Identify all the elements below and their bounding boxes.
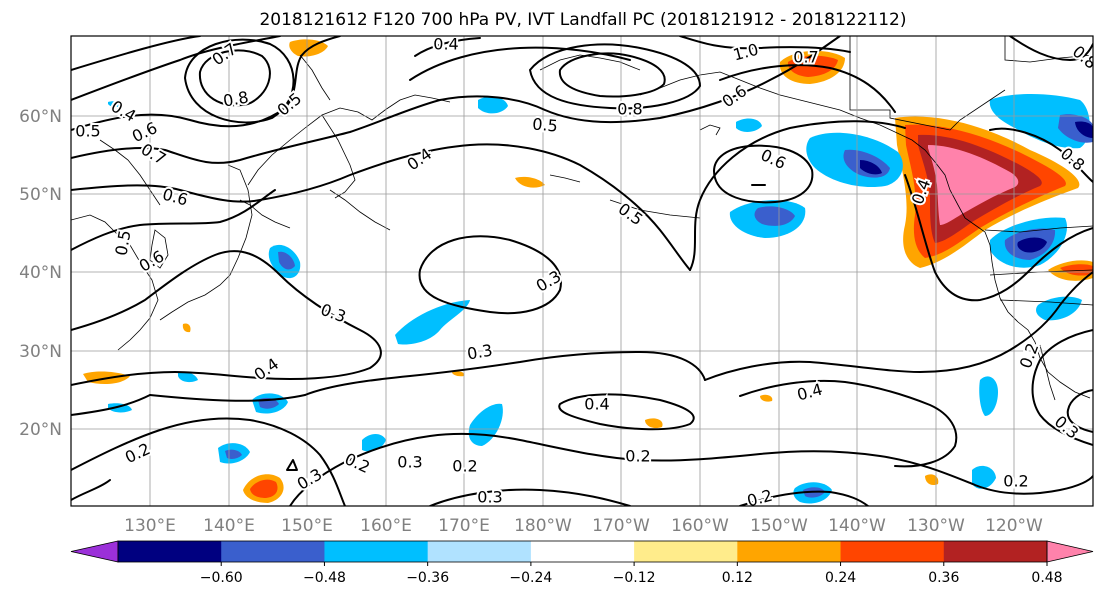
colorbar-segment	[840, 541, 945, 562]
lon-label: 140°W	[828, 516, 886, 536]
latitude-axis: 60°N 50°N 40°N 30°N 20°N	[19, 107, 62, 440]
contour-label: 0.2	[452, 457, 477, 476]
colorbar-segment	[324, 541, 429, 562]
lon-label: 170°E	[438, 516, 490, 536]
contour-label: 0.2	[625, 447, 650, 466]
colorbar-extend-max	[1046, 540, 1094, 563]
longitude-axis: 130°E 140°E 150°E 160°E 170°E 180°W 170°…	[124, 516, 1043, 536]
colorbar-frame	[117, 540, 1048, 563]
contour-label: 0.5	[75, 122, 100, 141]
colorbar-tick-label: −0.48	[303, 570, 346, 586]
contour-label: 0.7	[793, 48, 818, 67]
map-frame	[70, 35, 1094, 507]
colorbar-segment	[530, 541, 635, 562]
contour-label: 0.4	[433, 35, 458, 54]
colorbar-tick-label: 0.24	[825, 570, 856, 586]
lon-label: 150°E	[281, 516, 333, 536]
map-title: 2018121612 F120 700 hPa PV, IVT Landfall…	[259, 10, 906, 30]
colorbar-tick-label: 0.12	[722, 570, 753, 586]
lat-label: 20°N	[19, 420, 62, 440]
colorbar-segment	[634, 541, 738, 562]
lon-label: 120°W	[985, 516, 1043, 536]
colorbar-segment	[221, 541, 325, 562]
colorbar-tick-label: −0.60	[200, 570, 243, 586]
ivt-positive-anomaly-west-coast	[895, 116, 1080, 269]
lon-label: 180°W	[514, 516, 572, 536]
colorbar-tick-label: 0.48	[1031, 570, 1062, 586]
lon-label: 160°W	[671, 516, 729, 536]
contour-label: 0.4	[584, 395, 609, 414]
colorbar-segment	[427, 541, 532, 562]
lat-label: 40°N	[19, 263, 62, 283]
lat-label: 60°N	[19, 107, 62, 127]
lon-label: 140°E	[203, 516, 255, 536]
colorbar-ticks: −0.60 −0.48 −0.36 −0.24 −0.12 0.12 0.24 0.36 0.4…	[200, 562, 1063, 586]
lat-label: 30°N	[19, 342, 62, 362]
contour-label: 0.5	[532, 114, 559, 135]
contour-label: 0.3	[397, 453, 422, 472]
contour-label: 0.2	[1003, 472, 1028, 491]
lat-lon-gridlines	[71, 36, 1093, 506]
colorbar-segment	[943, 541, 1048, 562]
lon-label: 170°W	[592, 516, 650, 536]
contour-label: 0.3	[477, 488, 502, 507]
colorbar-tick-label: −0.24	[509, 570, 552, 586]
lon-label: 160°E	[360, 516, 412, 536]
colorbar-segment	[737, 541, 842, 562]
colorbar-tick-label: −0.36	[406, 570, 449, 586]
lon-label: 130°E	[124, 516, 176, 536]
pv-contours	[71, 36, 1093, 506]
colorbar-extend-min	[70, 540, 119, 563]
contour-label: 0.8	[617, 100, 642, 119]
lon-label: 150°W	[750, 516, 808, 536]
colorbar-tick-label: −0.12	[613, 570, 656, 586]
colorbar-tick-label: 0.36	[928, 570, 959, 586]
ivt-negative-anomaly-patches	[108, 94, 1093, 504]
lat-label: 50°N	[19, 185, 62, 205]
colorbar: −0.60 −0.48 −0.36 −0.24 −0.12 0.12 0.24 0.36 0.4…	[70, 540, 1094, 586]
colorbar-segment	[118, 541, 222, 562]
colorbar-segments	[70, 540, 1094, 563]
map-plot-area: 0.70.8 0.50.4 1.0 0.70.8 0.60.50.4 0.60.50.40…	[71, 35, 1093, 507]
lon-label: 130°W	[907, 516, 965, 536]
